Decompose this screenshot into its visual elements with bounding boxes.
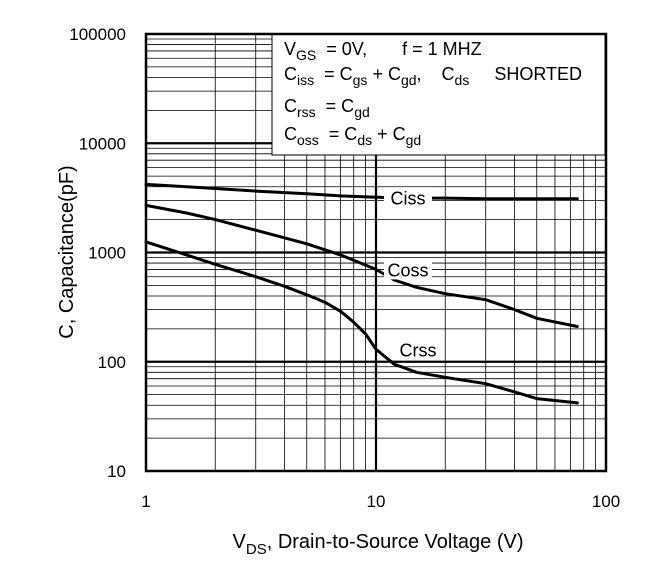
series-label-bg (384, 259, 432, 280)
legend: VGS = 0V, f = 1 MHZ Ciss = Cgs + Cgd, Cd… (271, 33, 606, 156)
series-label-bg (394, 339, 442, 360)
legend-line-vgs: VGS = 0V, f = 1 MHZ (284, 39, 482, 63)
legend-box (271, 33, 606, 156)
series-label-ciss: Ciss (391, 188, 426, 208)
legend-line-ciss: Ciss = Cgs + Cgd, Cds SHORTED (284, 64, 582, 88)
tick-labels: 1 10 100 10 100 1000 10000 100000 (69, 25, 620, 511)
y-axis-label: C, Capacitance(pF) (56, 165, 78, 338)
x-tick-label: 1 (141, 492, 150, 511)
legend-line-crss: Crss = Cgd (284, 96, 370, 120)
series-line-ciss (144, 182, 579, 201)
series-label-coss: Coss (387, 260, 428, 280)
y-tick-label: 100 (98, 353, 126, 372)
series-labels: Ciss Coss Crss (384, 187, 442, 360)
x-tick-label: 100 (592, 492, 620, 511)
x-tick-label: 10 (367, 492, 386, 511)
y-tick-label: 10000 (79, 134, 126, 153)
plot-frame (144, 32, 608, 473)
y-tick-label: 10 (107, 462, 126, 481)
series-label-bg (384, 187, 432, 208)
y-tick-label: 1000 (88, 244, 126, 263)
series-line-coss (144, 203, 579, 328)
series-line-crss (144, 240, 579, 405)
x-axis-label: VDS, Drain-to-Source Voltage (V) (233, 531, 524, 558)
y-tick-label: 100000 (69, 25, 126, 44)
series-label-crss: Crss (400, 340, 437, 360)
series-lines (144, 182, 579, 405)
legend-line-coss: Coss = Cds + Cgd (284, 124, 421, 148)
